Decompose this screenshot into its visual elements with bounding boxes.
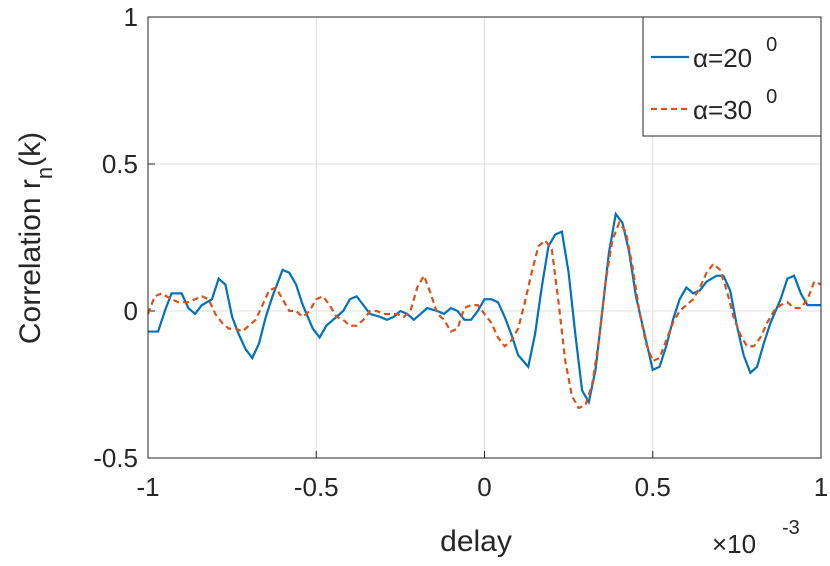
x-tick-label: 0.5: [635, 472, 671, 502]
y-label-main: Correlation r: [14, 179, 47, 344]
y-label-tail: (k): [14, 132, 47, 167]
y-tick-label: 0.5: [102, 149, 138, 179]
x-multiplier: ×10: [712, 529, 756, 559]
series-line: [148, 211, 821, 406]
legend-label-superscript: 0: [766, 34, 777, 56]
x-tick-label: -0.5: [294, 472, 339, 502]
x-axis-label: delay: [440, 525, 512, 558]
legend-label-superscript: 0: [766, 86, 777, 108]
y-label-sub: n: [32, 167, 57, 179]
y-tick-label: 0: [124, 296, 138, 326]
y-axis-label: Correlation rn(k): [14, 132, 57, 344]
legend-label: α=30: [693, 95, 752, 125]
legend-label: α=20: [693, 43, 752, 73]
x-tick-label: 1: [814, 472, 828, 502]
x-multiplier-exponent: -3: [782, 517, 800, 539]
x-tick-label: -1: [136, 472, 159, 502]
x-tick-label: 0: [477, 472, 491, 502]
axes-box: [147, 16, 822, 459]
legend-box: [642, 16, 822, 137]
series-line: [146, 220, 822, 410]
y-tick-label: 1: [124, 2, 138, 32]
y-tick-label: -0.5: [93, 443, 138, 473]
